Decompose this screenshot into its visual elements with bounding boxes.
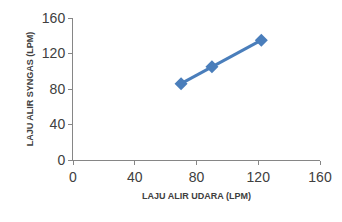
svg-text:40: 40: [127, 169, 143, 185]
svg-text:0: 0: [69, 169, 77, 185]
svg-text:120: 120: [247, 169, 271, 185]
svg-text:40: 40: [50, 116, 66, 132]
svg-text:160: 160: [308, 169, 332, 185]
svg-text:LAJU ALIR UDARA (LPM): LAJU ALIR UDARA (LPM): [142, 191, 251, 201]
svg-text:LAJU ALIR SYNGAS (LPM): LAJU ALIR SYNGAS (LPM): [25, 32, 35, 147]
svg-text:0: 0: [57, 152, 65, 168]
svg-text:160: 160: [42, 10, 66, 26]
svg-text:80: 80: [189, 169, 205, 185]
svg-text:80: 80: [50, 81, 66, 97]
svg-text:120: 120: [42, 45, 66, 61]
